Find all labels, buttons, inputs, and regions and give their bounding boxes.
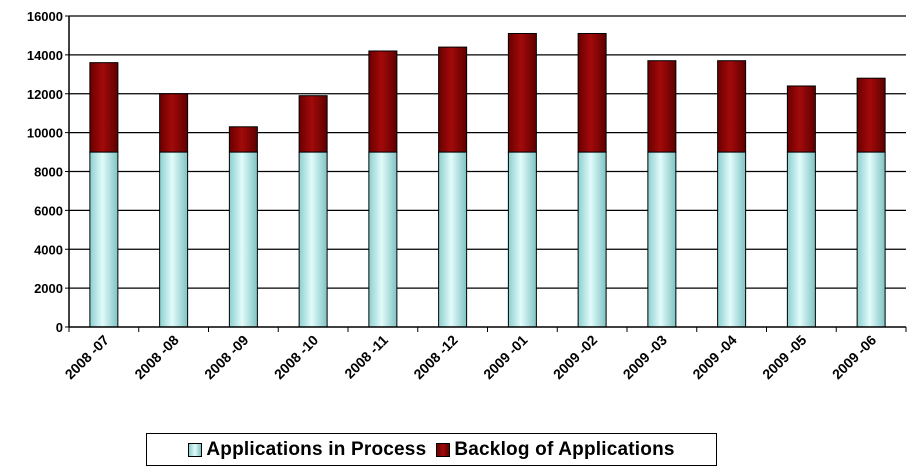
x-tick-label: 2008 -07 [62,332,113,383]
x-tick-labels: 2008 -07 2008 -08 2008 -09 2008 -10 2008 -11… [62,332,880,383]
bar-process-2008-11 [368,151,398,328]
bar-process-2008-08 [159,151,189,328]
legend-swatch-process [188,442,203,457]
legend-item-backlog: Backlog of Applications [436,439,674,461]
bar-process-2009-03 [647,151,677,328]
y-tick-label: 6000 [34,203,63,218]
y-tick-label: 8000 [34,165,63,180]
y-tick-label: 14000 [27,48,63,63]
y-tick-label: 16000 [27,9,63,24]
bar-process-2008-07 [89,151,119,328]
legend-item-process: Applications in Process [188,439,426,461]
x-tick-label: 2008 -12 [410,332,461,383]
bar-backlog-2009-05 [786,85,816,153]
gridlines [69,15,906,289]
bar-process-2009-01 [507,151,537,328]
bar-backlog-2008-07 [89,62,119,153]
legend-label-process: Applications in Process [206,438,427,460]
bar-backlog-2009-03 [647,60,677,153]
x-tick-label: 2008 -09 [201,332,252,383]
bar-backlog-2009-04 [717,60,747,153]
x-tick-label: 2009 -06 [829,332,880,383]
bar-backlog-2008-11 [368,50,398,153]
x-tick-label: 2009 -01 [480,332,531,383]
y-tick-label: 2000 [34,281,63,296]
x-tick-label: 2009 -03 [620,332,671,383]
y-tick-labels: 0 2000 4000 6000 8000 10000 12000 14000 16000 [27,9,69,335]
axes [68,16,907,332]
x-tick-label: 2009 -05 [759,332,810,383]
bars [89,32,886,328]
x-tick-label: 2009 -04 [689,332,740,383]
legend-swatch-backlog [436,442,451,457]
bar-process-2009-02 [577,151,607,328]
y-tick-label: 0 [56,320,63,335]
bar-backlog-2009-06 [856,77,886,153]
bar-process-2009-06 [856,151,886,328]
bar-process-2008-12 [438,151,468,328]
x-tick-label: 2008 -10 [271,332,322,383]
bar-backlog-2009-02 [577,32,607,153]
bar-backlog-2009-01 [507,32,537,153]
bar-process-2009-05 [786,151,816,328]
bar-process-2009-04 [717,151,747,328]
x-tick-label: 2009 -02 [550,332,601,383]
bar-backlog-2008-09 [228,126,258,153]
y-tick-label: 4000 [34,242,63,257]
bar-backlog-2008-12 [438,46,468,153]
y-tick-label: 10000 [27,126,63,141]
legend-label-backlog: Backlog of Applications [454,438,675,460]
bar-backlog-2008-10 [298,95,328,153]
y-tick-label: 12000 [27,87,63,102]
bar-backlog-2008-08 [159,93,189,153]
bar-process-2008-10 [298,151,328,328]
x-tick-label: 2008 -08 [131,332,182,383]
legend: Applications in Process Backlog of Appli… [146,433,717,466]
x-tick-label: 2008 -11 [341,332,391,382]
bar-process-2008-09 [228,151,258,328]
